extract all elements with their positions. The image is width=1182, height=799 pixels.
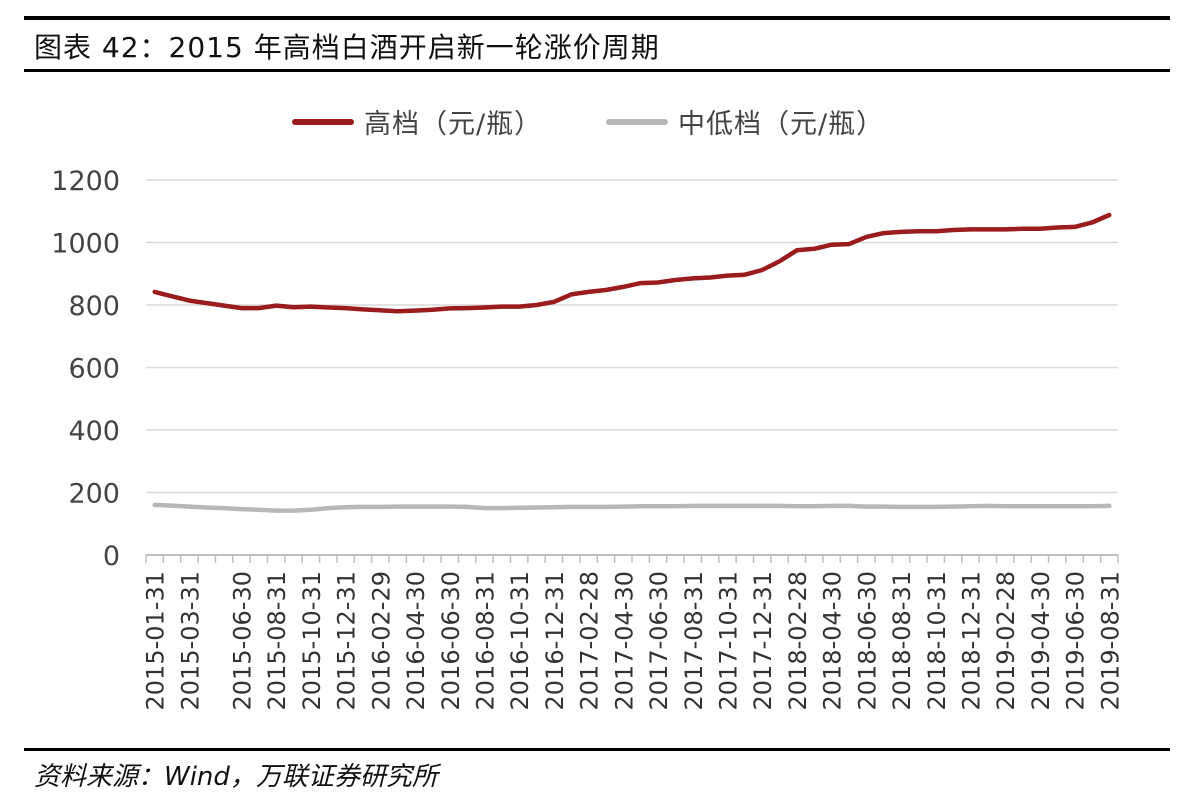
- x-tick-label: 2016-06-30: [437, 571, 465, 710]
- x-tick-label: 2016-02-29: [367, 571, 395, 710]
- y-tick-label: 0: [103, 541, 120, 572]
- line-chart: 0 200 400 600 800 1000 1200 2015-01-31 2015-03-3…: [51, 166, 1124, 710]
- x-tick-label: 2017-02-28: [576, 571, 604, 710]
- y-tick-label: 800: [68, 291, 120, 322]
- x-tick-label: 2019-08-31: [1096, 571, 1124, 710]
- x-tick-label: 2015-03-31: [176, 571, 204, 710]
- y-tick-label: 1200: [51, 166, 120, 197]
- x-tick-label: 2016-10-31: [506, 571, 534, 710]
- x-tick-label: 2015-10-31: [298, 571, 326, 710]
- x-tick-label: 2018-08-31: [888, 571, 916, 710]
- x-tick-label: 2019-04-30: [1027, 571, 1055, 710]
- x-tick-label: 2016-08-31: [471, 571, 499, 710]
- x-tick-label: 2018-02-28: [784, 571, 812, 710]
- x-tick-label: 2015-12-31: [333, 571, 361, 710]
- series-line-high: [152, 212, 1112, 314]
- x-tick-label: 2017-06-30: [645, 571, 673, 710]
- legend-swatch-low: [606, 119, 668, 125]
- x-tick-label: 2017-08-31: [680, 571, 708, 710]
- x-tick-label: 2018-10-31: [923, 571, 951, 710]
- legend-swatch-high: [292, 119, 354, 125]
- x-tick-label: 2015-06-30: [228, 571, 256, 710]
- x-tick-label: 2019-02-28: [992, 571, 1020, 710]
- legend: 高档（元/瓶） 中低档（元/瓶）: [0, 100, 1182, 144]
- x-tick-label: 2015-01-31: [142, 571, 170, 710]
- y-tick-label: 600: [68, 354, 120, 385]
- legend-label-low: 中低档（元/瓶）: [678, 109, 885, 140]
- x-tick-label: 2019-06-30: [1062, 571, 1090, 710]
- x-tick-label: 2015-08-31: [263, 571, 291, 710]
- y-tick-label: 400: [68, 416, 120, 447]
- legend-label-high: 高档（元/瓶）: [364, 109, 543, 140]
- x-tick-label: 2018-12-31: [957, 571, 985, 710]
- x-tick-label: 2017-12-31: [749, 571, 777, 710]
- x-tick-label: 2017-04-30: [610, 571, 638, 710]
- chart-title: 图表 42：2015 年高档白酒开启新一轮涨价周期: [34, 31, 660, 64]
- y-tick-label: 1000: [51, 229, 120, 260]
- top-rule: [24, 16, 1170, 20]
- x-tick-label: 2016-12-31: [541, 571, 569, 710]
- x-tick-label: 2018-06-30: [853, 571, 881, 710]
- bottom-rule: [24, 748, 1170, 751]
- x-tick-label: 2017-10-31: [714, 571, 742, 710]
- source-note: 资料来源：Wind，万联证券研究所: [34, 762, 438, 792]
- series-line-low: [152, 502, 1112, 513]
- x-tick-label: 2016-04-30: [402, 571, 430, 710]
- y-tick-label: 200: [68, 479, 120, 510]
- title-rule: [24, 69, 1170, 72]
- x-tick-label: 2018-04-30: [819, 571, 847, 710]
